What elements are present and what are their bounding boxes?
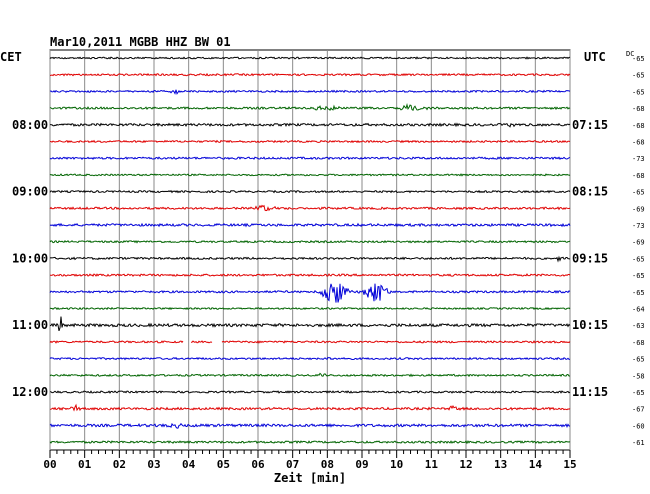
trace-line <box>49 156 571 161</box>
left-timezone-label: CET <box>0 50 22 64</box>
right-time-label: 07:15 <box>572 118 608 132</box>
dc-value-label: -65 <box>632 189 645 197</box>
trace-line <box>49 372 570 378</box>
dc-value-label: -63 <box>632 322 645 330</box>
x-tick-label: 03 <box>147 458 160 471</box>
trace-line <box>50 72 571 77</box>
trace-line <box>49 340 571 344</box>
x-tick-label: 09 <box>355 458 368 471</box>
x-tick-label: 12 <box>459 458 472 471</box>
dc-value-label: -65 <box>632 356 645 364</box>
dc-value-label: -67 <box>632 406 645 414</box>
right-time-label: 08:15 <box>572 185 608 199</box>
left-time-label: 08:00 <box>12 118 48 132</box>
dc-value-label: -65 <box>632 255 645 263</box>
dc-value-label: -65 <box>632 389 645 397</box>
dc-value-label: -73 <box>632 155 645 163</box>
x-tick-label: 00 <box>43 458 56 471</box>
dc-value-label: -68 <box>632 139 645 147</box>
left-time-label: 11:00 <box>12 318 48 332</box>
trace-line <box>49 306 571 311</box>
trace-line <box>49 56 571 60</box>
trace-line <box>49 103 571 111</box>
chart-title: Mar10,2011 MGBB HHZ BW 01 <box>50 35 231 49</box>
x-tick-label: 06 <box>251 458 265 471</box>
x-axis-label: Zeit [min] <box>274 471 346 485</box>
trace-line <box>49 122 571 128</box>
x-tick-label: 11 <box>425 458 439 471</box>
dc-header-label: DC <box>626 50 634 58</box>
trace-line <box>49 316 571 332</box>
trace-line <box>49 222 571 228</box>
right-time-label: 09:15 <box>572 251 608 265</box>
trace-line <box>49 283 571 303</box>
dc-value-label: -69 <box>632 239 645 247</box>
x-tick-label: 07 <box>286 458 299 471</box>
dc-value-label: -68 <box>632 339 645 347</box>
trace-line <box>49 189 571 194</box>
dc-value-label: -69 <box>632 205 645 213</box>
trace-line <box>49 255 571 263</box>
dc-value-label: -68 <box>632 122 645 130</box>
dc-value-label: -65 <box>632 88 645 96</box>
seismic-traces <box>49 56 571 445</box>
x-tick-label: 14 <box>529 458 543 471</box>
trace-line <box>49 139 571 144</box>
trace-line <box>50 273 571 277</box>
trace-line <box>49 239 571 244</box>
chart-grid <box>49 49 571 458</box>
trace-line <box>49 89 571 95</box>
right-timezone-label: UTC <box>584 50 606 64</box>
dc-value-label: -65 <box>632 72 645 80</box>
dc-value-label: -64 <box>632 306 645 314</box>
x-tick-label: 04 <box>182 458 196 471</box>
x-tick-label: 10 <box>390 458 403 471</box>
trace-line <box>49 173 571 177</box>
dc-value-label: -65 <box>632 289 645 297</box>
x-tick-label: 08 <box>321 458 334 471</box>
dc-value-label: -60 <box>632 422 645 430</box>
chart-labels: 00 01 02 03 04 05 06 07 08 09 10 11 12 13 14 15 -65 -65 -6… <box>12 55 645 471</box>
trace-line <box>49 440 571 445</box>
x-tick-label: 05 <box>217 458 230 471</box>
trace-line <box>49 356 571 361</box>
x-tick-label: 02 <box>113 458 126 471</box>
x-tick-label: 01 <box>78 458 92 471</box>
dc-value-label: -68 <box>632 172 645 180</box>
dc-value-label: -61 <box>632 439 645 447</box>
x-tick-label: 13 <box>494 458 507 471</box>
plot-frame <box>49 49 571 451</box>
trace-line <box>49 403 571 412</box>
x-tick-label: 15 <box>563 458 576 471</box>
trace-line <box>49 204 571 212</box>
right-time-label: 10:15 <box>572 318 608 332</box>
dc-value-label: -58 <box>632 372 645 380</box>
left-time-label: 09:00 <box>12 185 48 199</box>
dc-value-label: -65 <box>632 272 645 280</box>
right-time-label: 11:15 <box>572 385 608 399</box>
dc-value-label: -65 <box>632 55 645 63</box>
trace-line <box>49 422 571 429</box>
dc-value-label: -68 <box>632 105 645 113</box>
left-time-label: 12:00 <box>12 385 48 399</box>
left-time-label: 10:00 <box>12 251 48 265</box>
dc-value-label: -73 <box>632 222 645 230</box>
trace-line <box>49 390 571 394</box>
